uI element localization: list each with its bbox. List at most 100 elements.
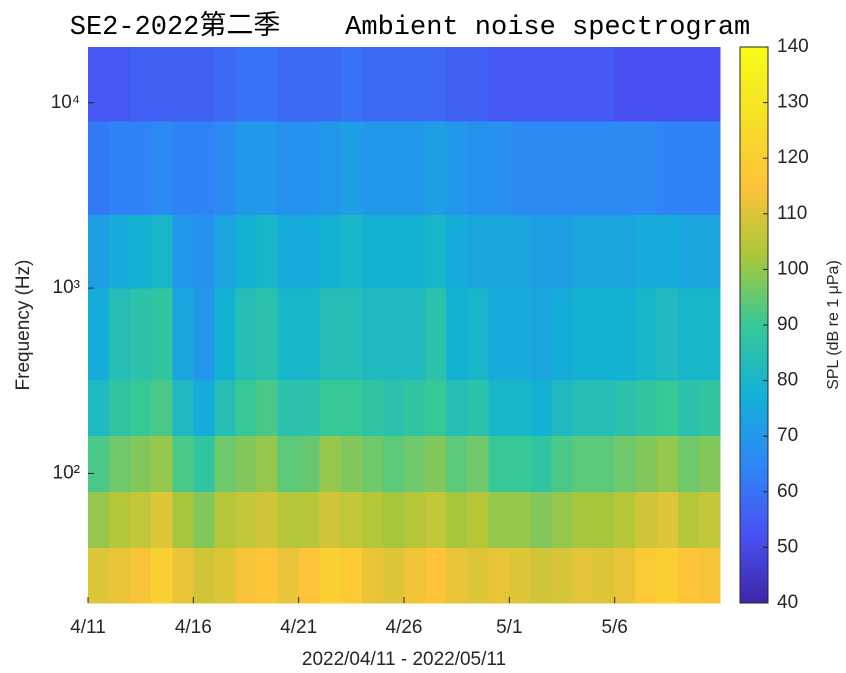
heatmap-cell	[382, 120, 405, 215]
heatmap-cell	[656, 379, 679, 437]
heatmap-cell	[467, 288, 489, 381]
y-tick-label: 10²	[53, 462, 80, 483]
heatmap-cell	[172, 120, 194, 215]
heatmap-cell	[88, 491, 110, 548]
heatmap-cell	[214, 491, 237, 548]
heatmap-cell	[382, 435, 405, 493]
heatmap-cell	[256, 435, 279, 493]
heatmap-cell	[425, 214, 447, 289]
heatmap-cell	[614, 547, 637, 604]
heatmap-cell	[593, 491, 616, 548]
heatmap-cell	[298, 547, 321, 604]
heatmap-cell	[677, 288, 700, 381]
heatmap-cell	[130, 491, 152, 548]
heatmap-cell	[109, 288, 131, 381]
heatmap-cell	[193, 435, 215, 493]
heatmap-cell	[109, 379, 131, 437]
heatmap-cell	[277, 214, 300, 289]
heatmap-cell	[214, 47, 237, 122]
heatmap-cell	[488, 288, 510, 381]
heatmap-cell	[593, 214, 616, 289]
heatmap-cell	[698, 214, 721, 289]
heatmap-cell	[88, 120, 110, 215]
heatmap-cell	[256, 47, 279, 122]
heatmap-cell	[256, 120, 279, 215]
heatmap-cell	[361, 547, 384, 604]
heatmap-cell	[656, 214, 679, 289]
heatmap-cell	[130, 435, 152, 493]
heatmap-cell	[382, 288, 405, 381]
heatmap-cell	[193, 491, 215, 548]
heatmap-cell	[572, 547, 595, 604]
heatmap-cell	[614, 491, 637, 548]
heatmap-cell	[193, 288, 215, 381]
heatmap-cell	[614, 435, 637, 493]
colorbar-tick-label: 100	[777, 258, 809, 279]
heatmap-cell	[319, 120, 342, 215]
heatmap-cell	[382, 491, 405, 548]
heatmap-cell	[382, 379, 405, 437]
heatmap-cell	[656, 435, 679, 493]
heatmap-cell	[509, 47, 531, 122]
heatmap-cell	[551, 47, 574, 122]
heatmap-cell	[551, 120, 574, 215]
heatmap-cell	[214, 288, 237, 381]
heatmap	[88, 47, 721, 604]
heatmap-cell	[361, 288, 384, 381]
heatmap-cell	[319, 547, 342, 604]
heatmap-cell	[467, 214, 489, 289]
heatmap-cell	[677, 47, 700, 122]
heatmap-cell	[109, 491, 131, 548]
heatmap-cell	[298, 47, 321, 122]
heatmap-cell	[677, 491, 700, 548]
heatmap-cell	[277, 491, 300, 548]
heatmap-cell	[214, 214, 237, 289]
heatmap-cell	[151, 288, 173, 381]
colorbar-tick-label: 130	[777, 92, 809, 113]
heatmap-cell	[193, 379, 215, 437]
heatmap-cell	[467, 379, 489, 437]
heatmap-cell	[340, 379, 363, 437]
heatmap-cell	[593, 288, 616, 381]
heatmap-cell	[382, 547, 405, 604]
heatmap-cell	[404, 120, 426, 215]
heatmap-cell	[193, 120, 215, 215]
heatmap-cell	[235, 47, 258, 122]
heatmap-cell	[635, 379, 658, 437]
heatmap-cell	[151, 435, 173, 493]
heatmap-cell	[172, 379, 194, 437]
heatmap-cell	[319, 435, 342, 493]
y-tick-label: 10⁴	[51, 92, 80, 113]
heatmap-cell	[635, 120, 658, 215]
heatmap-cell	[340, 547, 363, 604]
heatmap-cell	[467, 491, 489, 548]
heatmap-cell	[214, 120, 237, 215]
heatmap-cell	[530, 547, 553, 604]
colorbar-tick-label: 40	[777, 592, 798, 613]
heatmap-cell	[677, 547, 700, 604]
x-tick-label: 4/16	[175, 617, 212, 638]
heatmap-cell	[677, 120, 700, 215]
heatmap-cell	[404, 288, 426, 381]
heatmap-cell	[551, 491, 574, 548]
colorbar-tick-label: 70	[777, 425, 798, 446]
heatmap-cell	[340, 491, 363, 548]
heatmap-cell	[404, 214, 426, 289]
heatmap-cell	[593, 47, 616, 122]
heatmap-cell	[509, 491, 531, 548]
heatmap-cell	[277, 120, 300, 215]
heatmap-cell	[677, 435, 700, 493]
heatmap-cell	[151, 120, 173, 215]
heatmap-cell	[509, 288, 531, 381]
colorbar-tick-label: 120	[777, 147, 809, 168]
x-tick-label: 5/6	[601, 617, 627, 638]
colorbar-label: SPL (dB re 1 μPa)	[825, 260, 842, 390]
heatmap-cell	[151, 379, 173, 437]
heatmap-cell	[530, 214, 553, 289]
heatmap-cell	[446, 47, 468, 122]
heatmap-cell	[277, 435, 300, 493]
heatmap-cell	[361, 120, 384, 215]
heatmap-cell	[467, 435, 489, 493]
heatmap-cell	[509, 435, 531, 493]
